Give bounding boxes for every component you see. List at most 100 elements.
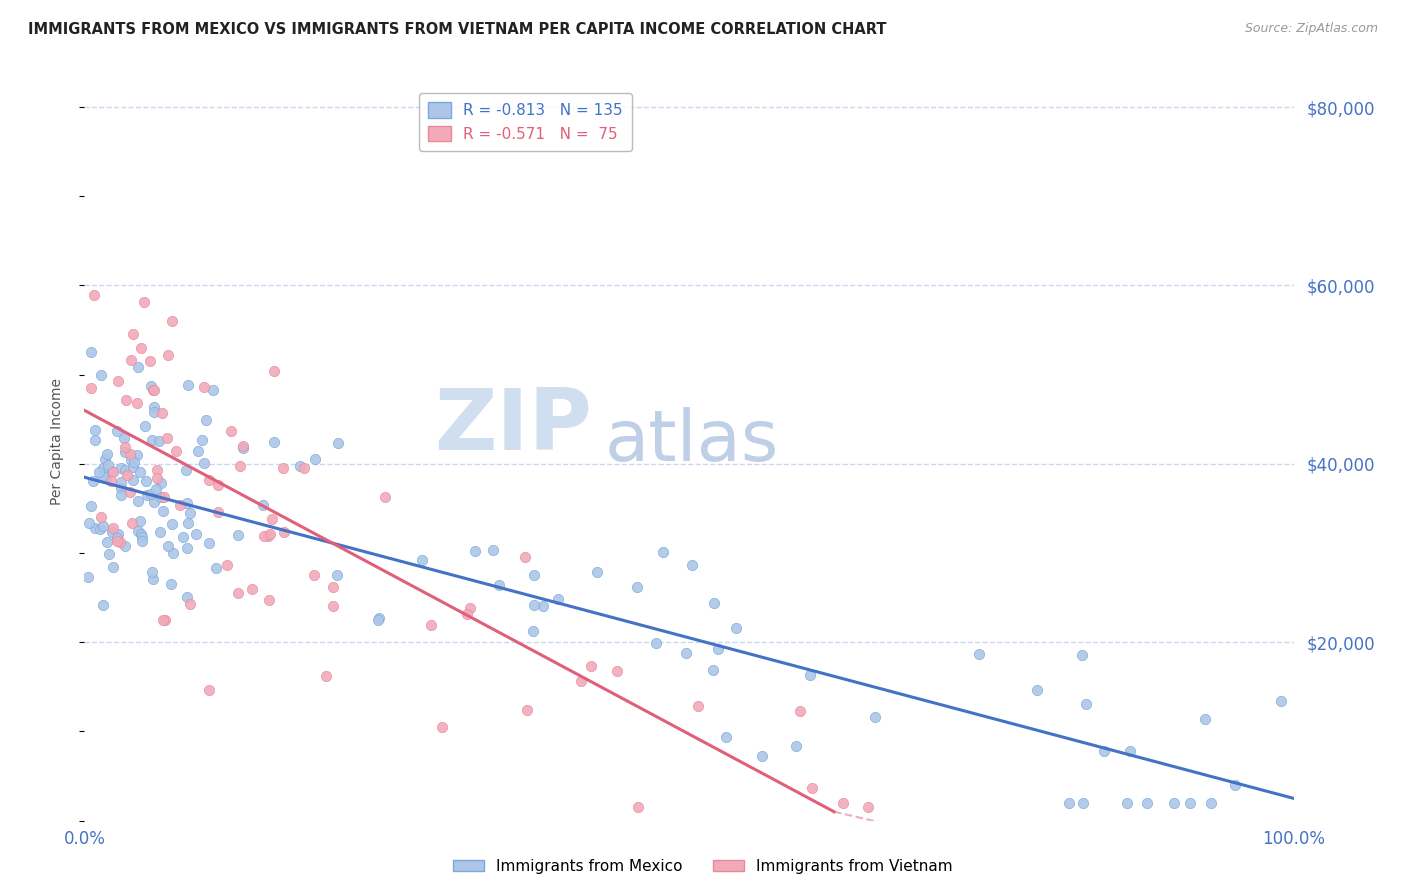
Point (197, 536, 219, 550)
Point (141, 433, 163, 447)
Point (105, 424, 128, 438)
Point (547, 592, 569, 607)
Point (125, 396, 148, 410)
Point (197, 682, 219, 697)
Point (152, 613, 174, 627)
Point (89, 466, 111, 480)
Point (207, 505, 229, 519)
Point (150, 406, 173, 420)
Point (129, 515, 152, 529)
Point (724, 621, 747, 635)
Point (703, 596, 725, 610)
Point (105, 533, 128, 548)
Point (193, 456, 215, 470)
Point (162, 516, 184, 531)
Point (228, 528, 250, 542)
Point (152, 503, 174, 517)
Point (198, 473, 221, 487)
Point (110, 461, 132, 475)
Point (374, 490, 396, 504)
Point (488, 577, 510, 591)
Point (322, 599, 344, 613)
Point (522, 624, 544, 639)
Point (172, 530, 194, 544)
Point (142, 384, 165, 398)
Point (127, 524, 149, 538)
Point (367, 614, 389, 628)
Point (177, 516, 200, 531)
Point (94, 470, 117, 484)
Point (481, 542, 503, 557)
Point (91, 469, 114, 483)
Point (1074, 698, 1097, 712)
Point (97, 547, 120, 561)
Point (179, 506, 201, 520)
Point (288, 459, 311, 474)
Point (160, 314, 183, 328)
Point (315, 669, 337, 683)
Point (800, 780, 823, 795)
Point (129, 341, 152, 355)
Point (143, 404, 166, 418)
Point (101, 525, 124, 540)
Point (162, 546, 184, 560)
Point (253, 529, 276, 543)
Point (115, 468, 138, 483)
Point (153, 490, 176, 504)
Point (257, 529, 280, 543)
Point (110, 488, 132, 502)
Point (114, 445, 136, 459)
Point (131, 534, 153, 549)
Point (114, 539, 136, 553)
Point (627, 800, 650, 814)
Point (139, 487, 162, 501)
Point (229, 458, 252, 473)
Point (143, 495, 166, 509)
Point (702, 663, 724, 677)
Point (160, 577, 183, 591)
Point (80, 345, 103, 359)
Point (149, 490, 172, 504)
Point (153, 613, 176, 627)
Point (681, 558, 703, 572)
Text: Source: ZipAtlas.com: Source: ZipAtlas.com (1244, 22, 1378, 36)
Point (271, 460, 294, 475)
Point (76, 570, 98, 584)
Point (91, 599, 114, 613)
Point (186, 527, 208, 541)
Text: ZIP: ZIP (434, 384, 592, 468)
Legend: Immigrants from Mexico, Immigrants from Vietnam: Immigrants from Mexico, Immigrants from … (447, 853, 959, 880)
Point (259, 593, 281, 607)
Point (107, 527, 129, 541)
Point (322, 580, 344, 594)
Point (191, 433, 214, 447)
Point (118, 484, 141, 499)
Point (1194, 713, 1216, 727)
Point (1071, 648, 1094, 663)
Point (114, 440, 136, 454)
Point (263, 434, 285, 449)
Point (148, 434, 170, 448)
Point (83, 433, 105, 447)
Point (1136, 796, 1159, 810)
Point (176, 463, 198, 477)
Point (124, 455, 146, 469)
Point (217, 558, 239, 573)
Point (523, 598, 546, 612)
Point (157, 539, 180, 553)
Point (120, 447, 142, 461)
Point (135, 488, 157, 502)
Point (97, 458, 120, 472)
Point (292, 461, 315, 475)
Point (789, 704, 811, 718)
Point (101, 464, 124, 478)
Point (675, 646, 697, 660)
Point (644, 636, 666, 650)
Point (1059, 796, 1081, 810)
Point (89, 522, 111, 536)
Point (156, 431, 179, 445)
Point (304, 452, 326, 467)
Point (82, 474, 104, 488)
Point (205, 561, 228, 575)
Point (105, 531, 128, 545)
